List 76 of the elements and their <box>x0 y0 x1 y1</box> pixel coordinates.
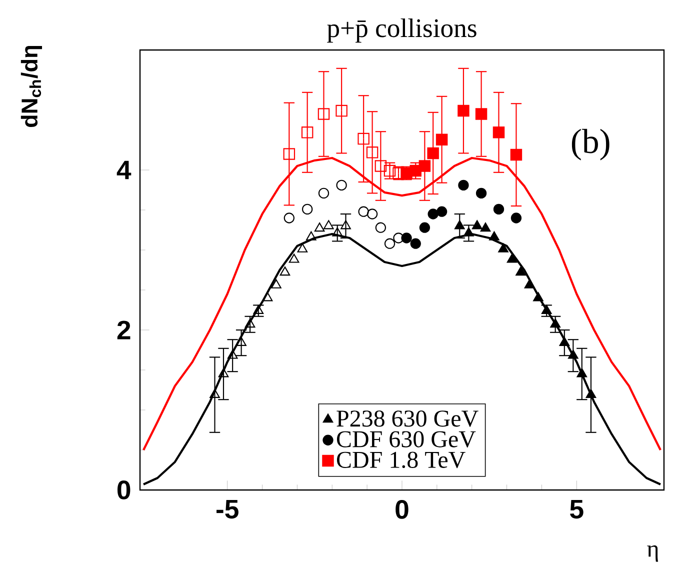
y-tick-label: 4 <box>116 160 132 180</box>
point <box>374 160 387 172</box>
legend-label: P238 630 GeV <box>336 410 478 427</box>
point <box>227 350 238 359</box>
point <box>302 204 313 215</box>
point <box>510 212 522 224</box>
y-axis-title: dN$_{ch}$/dη <box>20 46 42 128</box>
point <box>475 108 488 120</box>
point <box>297 243 308 252</box>
point <box>218 368 229 378</box>
point <box>586 388 596 398</box>
point <box>318 108 330 120</box>
point <box>480 222 491 232</box>
point <box>533 292 544 302</box>
point <box>568 350 578 359</box>
point <box>393 232 404 244</box>
point <box>436 134 448 146</box>
point <box>306 231 316 240</box>
point <box>210 388 220 398</box>
point <box>262 292 273 302</box>
point <box>384 164 396 177</box>
point <box>516 266 526 276</box>
point <box>375 222 386 233</box>
point <box>340 220 351 230</box>
point <box>454 220 465 230</box>
point <box>410 238 421 249</box>
point <box>427 147 439 160</box>
point <box>283 148 296 160</box>
point <box>384 238 396 249</box>
point <box>271 279 282 288</box>
point <box>253 304 264 314</box>
point <box>366 208 378 220</box>
point <box>476 188 487 199</box>
point <box>524 279 535 288</box>
point <box>314 222 325 232</box>
point <box>401 232 412 244</box>
point <box>284 212 294 224</box>
point <box>472 220 482 230</box>
point <box>489 231 500 240</box>
point <box>280 266 290 276</box>
point <box>418 160 431 172</box>
chart-title: p+p̄ collisions <box>327 18 476 43</box>
point <box>358 206 369 217</box>
point <box>358 132 370 145</box>
y-tick-label: 2 <box>117 320 130 340</box>
point <box>559 336 570 346</box>
x-axis-title: η <box>647 545 658 562</box>
x-tick-label: -5 <box>216 500 238 519</box>
point <box>301 126 314 138</box>
point <box>493 204 504 215</box>
point <box>436 206 448 217</box>
point <box>492 126 505 138</box>
point <box>318 188 330 199</box>
point <box>541 304 552 314</box>
point <box>510 148 522 161</box>
legend-label: CDF 1.8 TeV <box>336 452 466 468</box>
point <box>419 222 430 233</box>
x-tick-label: 5 <box>570 500 584 519</box>
point <box>323 220 334 230</box>
y-tick-label: 0 <box>118 480 130 500</box>
point <box>236 336 246 346</box>
point <box>288 254 300 263</box>
point <box>550 318 560 328</box>
point <box>506 254 518 263</box>
legend-label: CDF 630 GeV <box>336 431 476 448</box>
point <box>576 368 588 378</box>
annotation: (b) <box>572 128 610 160</box>
x-tick-label: 0 <box>396 500 408 519</box>
point <box>498 243 508 252</box>
point <box>458 180 469 191</box>
point <box>336 104 348 117</box>
point <box>336 180 347 191</box>
point <box>428 208 438 220</box>
point <box>244 318 256 328</box>
point <box>366 146 378 158</box>
point <box>458 104 470 117</box>
